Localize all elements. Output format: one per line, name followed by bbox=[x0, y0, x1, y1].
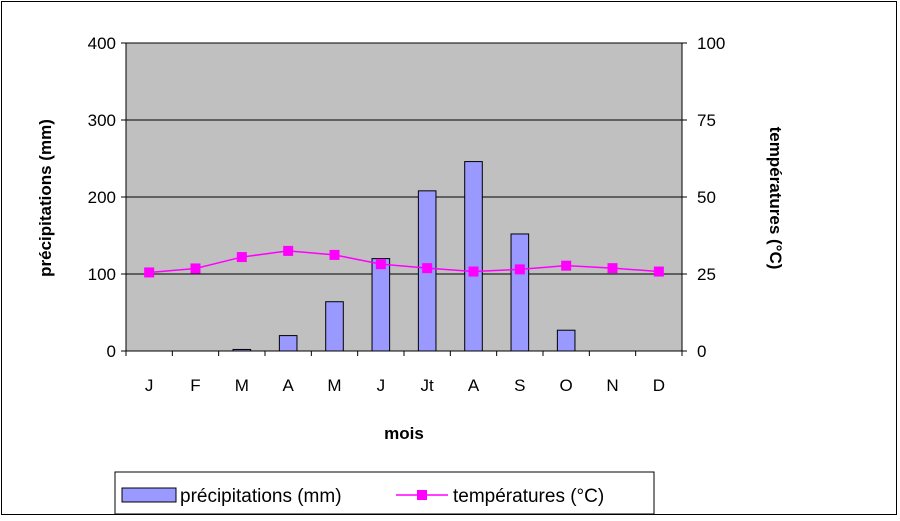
y-tick-label: 200 bbox=[88, 188, 116, 207]
y2-tick-label: 75 bbox=[697, 111, 716, 130]
temperature-point bbox=[468, 266, 479, 277]
x-tick-label: J bbox=[377, 376, 386, 395]
y2-axis-title: températures (°C) bbox=[766, 127, 785, 270]
temperature-point bbox=[283, 245, 294, 256]
precipitation-bars bbox=[232, 161, 576, 352]
y2-tick-label: 0 bbox=[697, 342, 706, 361]
legend-bar-swatch bbox=[121, 487, 177, 503]
temperature-series-line bbox=[149, 250, 659, 274]
temperature-point bbox=[329, 249, 340, 260]
y-tick-label: 300 bbox=[88, 111, 116, 130]
legend-line-label: températures (°C) bbox=[453, 486, 604, 507]
y-tick-label: 400 bbox=[88, 34, 116, 53]
temperature-line bbox=[144, 245, 664, 278]
temperature-point bbox=[514, 264, 525, 275]
x-tick-label: D bbox=[653, 376, 665, 395]
y-tick-label: 100 bbox=[88, 265, 116, 284]
precipitation-bar bbox=[371, 258, 391, 352]
precipitation-bar bbox=[556, 329, 576, 352]
axes bbox=[121, 42, 687, 356]
temperature-point bbox=[236, 252, 247, 263]
precipitation-bar bbox=[325, 301, 344, 352]
x-tick-label: N bbox=[606, 376, 618, 395]
gridlines bbox=[126, 42, 682, 275]
right-tick-labels: 0 25 50 75 100 bbox=[697, 34, 725, 361]
temperature-point bbox=[653, 266, 664, 277]
temperature-point bbox=[607, 263, 618, 274]
y2-tick-label: 25 bbox=[697, 265, 716, 284]
legend-bar-label: précipitations (mm) bbox=[180, 486, 342, 507]
temperature-point bbox=[190, 263, 201, 274]
precipitation-bar bbox=[510, 233, 530, 352]
x-tick-label: M bbox=[327, 376, 341, 395]
legend: précipitations (mm) températures (°C) bbox=[114, 471, 655, 515]
precipitation-bar bbox=[278, 335, 298, 352]
y-tick-label: 0 bbox=[107, 342, 116, 361]
x-tick-label: Jt bbox=[421, 376, 435, 395]
temperature-point bbox=[561, 260, 572, 271]
x-tick-label: S bbox=[514, 376, 525, 395]
x-tick-label: A bbox=[282, 376, 294, 395]
left-tick-labels: 0 100 200 300 400 bbox=[88, 34, 116, 361]
x-tick-label: M bbox=[235, 376, 249, 395]
legend-box bbox=[114, 471, 655, 515]
x-tick-label: A bbox=[468, 376, 480, 395]
x-tick-label: F bbox=[190, 376, 200, 395]
temperature-point bbox=[144, 267, 155, 278]
y2-tick-label: 50 bbox=[697, 188, 716, 207]
legend-line-marker bbox=[417, 490, 427, 500]
y-axis-title: précipitations (mm) bbox=[36, 119, 55, 277]
temperature-point bbox=[375, 259, 386, 270]
x-axis-title: mois bbox=[384, 424, 424, 443]
precipitation-bar bbox=[464, 161, 483, 352]
x-tick-label: J bbox=[145, 376, 154, 395]
x-tick-label: O bbox=[560, 376, 573, 395]
y2-tick-label: 100 bbox=[697, 34, 725, 53]
temperature-point bbox=[422, 263, 433, 274]
x-tick-labels: J F M A M J Jt A S O N D bbox=[145, 376, 665, 395]
